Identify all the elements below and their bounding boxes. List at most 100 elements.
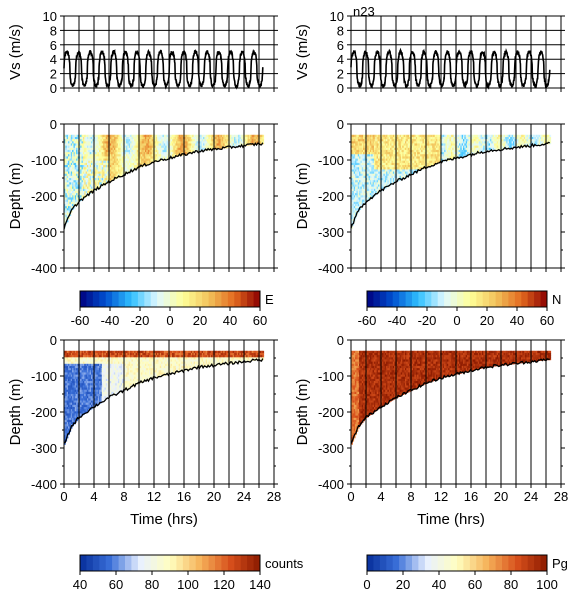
heatmap-cell xyxy=(118,143,120,146)
heatmap-cell xyxy=(417,160,419,164)
heatmap-cell xyxy=(64,402,66,406)
heatmap-cell xyxy=(396,169,399,172)
heatmap-cell xyxy=(66,199,69,203)
heatmap-cell xyxy=(356,165,359,168)
heatmap-cell xyxy=(74,201,77,205)
heatmap-cell xyxy=(84,137,86,140)
heatmap-cell xyxy=(161,152,163,155)
heatmap-cell xyxy=(490,141,492,144)
heatmap-cell xyxy=(357,169,360,172)
heatmap-cell xyxy=(352,188,355,192)
heatmap-cell xyxy=(386,162,388,166)
heatmap-cell xyxy=(380,180,383,183)
heatmap-cell xyxy=(359,201,361,205)
heatmap-cell xyxy=(111,173,113,177)
heatmap-cell xyxy=(459,147,461,151)
heatmap-cell xyxy=(540,137,542,140)
heatmap-cell xyxy=(81,139,84,142)
heatmap-cell xyxy=(515,134,518,138)
heatmap-cell xyxy=(399,171,402,175)
heatmap-cell xyxy=(147,160,150,164)
heatmap-cell xyxy=(69,208,72,211)
heatmap-cell xyxy=(369,162,372,166)
heatmap-cell xyxy=(376,165,379,168)
heatmap-cell xyxy=(149,139,151,142)
heatmap-cell xyxy=(261,141,263,144)
heatmap-cell xyxy=(546,137,549,140)
heatmap-cell xyxy=(161,139,163,142)
heatmap-cell xyxy=(464,143,467,146)
heatmap-cell xyxy=(173,137,175,140)
heatmap-cell xyxy=(360,165,363,168)
heatmap-cell xyxy=(74,171,77,175)
heatmap-cell xyxy=(194,134,197,138)
heatmap-cell xyxy=(372,145,375,149)
heatmap-cell xyxy=(146,156,148,159)
heatmap-cell xyxy=(508,141,511,144)
heatmap-cell xyxy=(448,143,450,146)
heatmap-cell xyxy=(143,149,146,153)
heatmap-cell xyxy=(355,147,357,151)
heatmap-cell xyxy=(371,167,374,170)
heatmap-cell xyxy=(166,143,169,146)
heatmap-cell xyxy=(491,147,494,151)
heatmap-cell xyxy=(213,145,216,149)
heatmap-cell xyxy=(64,184,66,188)
heatmap-cell xyxy=(453,158,456,160)
heatmap-cell xyxy=(96,167,99,170)
heatmap-cell xyxy=(384,134,387,138)
heatmap-cell xyxy=(76,143,78,146)
heatmap-cell xyxy=(119,165,121,168)
heatmap-cell xyxy=(472,134,475,138)
heatmap-cell xyxy=(104,158,107,162)
heatmap-cell xyxy=(65,435,68,438)
heatmap-cell xyxy=(432,152,434,155)
heatmap-cell xyxy=(128,165,131,168)
heatmap-cell xyxy=(367,182,369,185)
heatmap-cell xyxy=(388,154,391,157)
heatmap-cell xyxy=(100,141,103,144)
heatmap-cell xyxy=(95,165,97,168)
heatmap-cell xyxy=(162,149,165,153)
heatmap-cell xyxy=(449,152,452,155)
heatmap-cell xyxy=(411,169,414,172)
heatmap-cell xyxy=(184,134,186,138)
heatmap-cell xyxy=(88,147,90,151)
heatmap-cell xyxy=(85,139,88,142)
heatmap-cell xyxy=(415,158,418,162)
heatmap-cell xyxy=(375,158,377,162)
heatmap-cell xyxy=(429,149,431,153)
heatmap-cell xyxy=(457,147,460,151)
heatmap-cell xyxy=(356,139,359,142)
heatmap-cell xyxy=(70,171,73,175)
heatmap-cell xyxy=(518,134,521,138)
heatmap-cell xyxy=(66,154,69,157)
heatmap-cell xyxy=(367,149,369,153)
heatmap-cell xyxy=(392,171,395,175)
heatmap-cell xyxy=(541,134,544,138)
heatmap-cell xyxy=(66,208,69,211)
heatmap-cell xyxy=(226,137,228,140)
heatmap-cell xyxy=(69,357,72,360)
heatmap-cell xyxy=(84,158,86,162)
heatmap-cell xyxy=(403,147,406,151)
heatmap-cell xyxy=(154,134,157,138)
heatmap-cell xyxy=(69,404,72,408)
heatmap-cell xyxy=(120,165,123,168)
heatmap-cell xyxy=(242,139,244,142)
heatmap-cell xyxy=(471,149,473,153)
heatmap-cell xyxy=(180,143,182,146)
heatmap-cell xyxy=(127,134,130,138)
heatmap-cell xyxy=(418,143,421,146)
heatmap-cell xyxy=(77,175,80,179)
heatmap-cell xyxy=(224,139,227,142)
heatmap-cell xyxy=(376,143,379,146)
heatmap-cell xyxy=(434,141,437,144)
heatmap-cell xyxy=(544,134,546,138)
heatmap-cell xyxy=(392,156,395,159)
heatmap-cell xyxy=(64,139,66,142)
heatmap-cell xyxy=(193,139,196,142)
heatmap-cell xyxy=(255,137,258,140)
heatmap-cell xyxy=(542,137,545,140)
heatmap-cell xyxy=(364,175,367,179)
